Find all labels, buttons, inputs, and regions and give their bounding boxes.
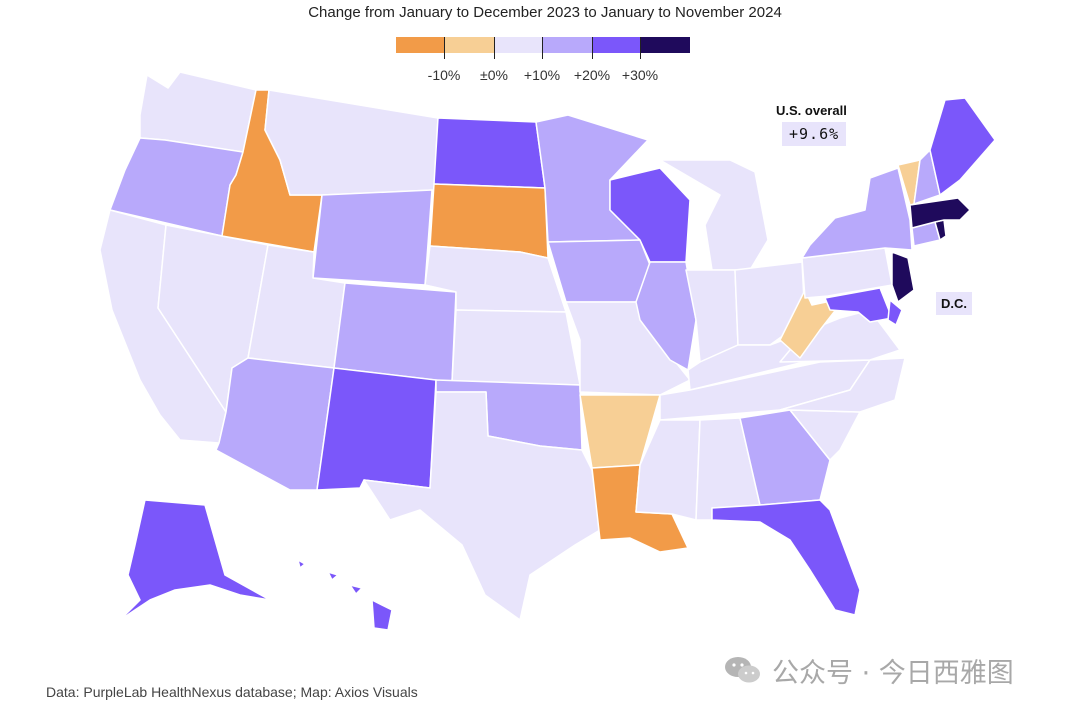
state-CO (333, 282, 457, 383)
state-ND (433, 117, 546, 189)
state-NJ (891, 251, 915, 303)
state-ME (929, 97, 996, 196)
color-legend: -10% ±0% +10% +20% +30% (396, 37, 696, 83)
legend-tick (494, 37, 495, 59)
us-overall-value: +9.6% (782, 122, 847, 146)
legend-tick (592, 37, 593, 59)
state-NY (801, 167, 913, 259)
state-MD (824, 287, 893, 323)
state-WY (312, 189, 433, 286)
legend-tick (444, 37, 445, 59)
legend-label-minus10: -10% (427, 67, 461, 83)
watermark: 公众号 · 今日西雅图 (724, 650, 1014, 690)
legend-tick (640, 37, 641, 59)
state-FL (711, 499, 861, 616)
state-NC (779, 357, 906, 413)
legend-label-plus10: +10% (523, 67, 561, 83)
legend-swatch-top (640, 37, 690, 53)
legend-label-plus30: +30% (621, 67, 659, 83)
legend-swatch-up10 (494, 37, 542, 53)
us-overall-label: U.S. overall (776, 103, 847, 118)
chart-title: Change from January to December 2023 to … (308, 4, 782, 21)
state-HI (297, 559, 393, 631)
watermark-text: 公众号 · 今日西雅图 (772, 657, 1014, 689)
state-MA (909, 197, 971, 229)
legend-label-plus20: +20% (573, 67, 611, 83)
dc-label: D.C. (936, 292, 972, 315)
state-AZ (215, 357, 335, 491)
legend-label-zero: ±0% (480, 67, 508, 83)
state-DE (887, 299, 903, 326)
source-credit: Data: PurpleLab HealthNexus database; Ma… (46, 684, 418, 700)
legend-swatch-up20 (542, 37, 592, 53)
state-AK (119, 499, 271, 621)
state-KS (451, 309, 581, 386)
wechat-icon (725, 657, 760, 683)
state-MT (264, 89, 439, 196)
state-TX (363, 391, 601, 621)
legend-tick (542, 37, 543, 59)
state-NM (316, 367, 437, 491)
state-GA (739, 409, 831, 506)
legend-swatch-down10 (396, 37, 444, 53)
state-IA (547, 239, 653, 303)
legend-swatch-zero (444, 37, 494, 53)
legend-swatch-up30 (592, 37, 640, 53)
